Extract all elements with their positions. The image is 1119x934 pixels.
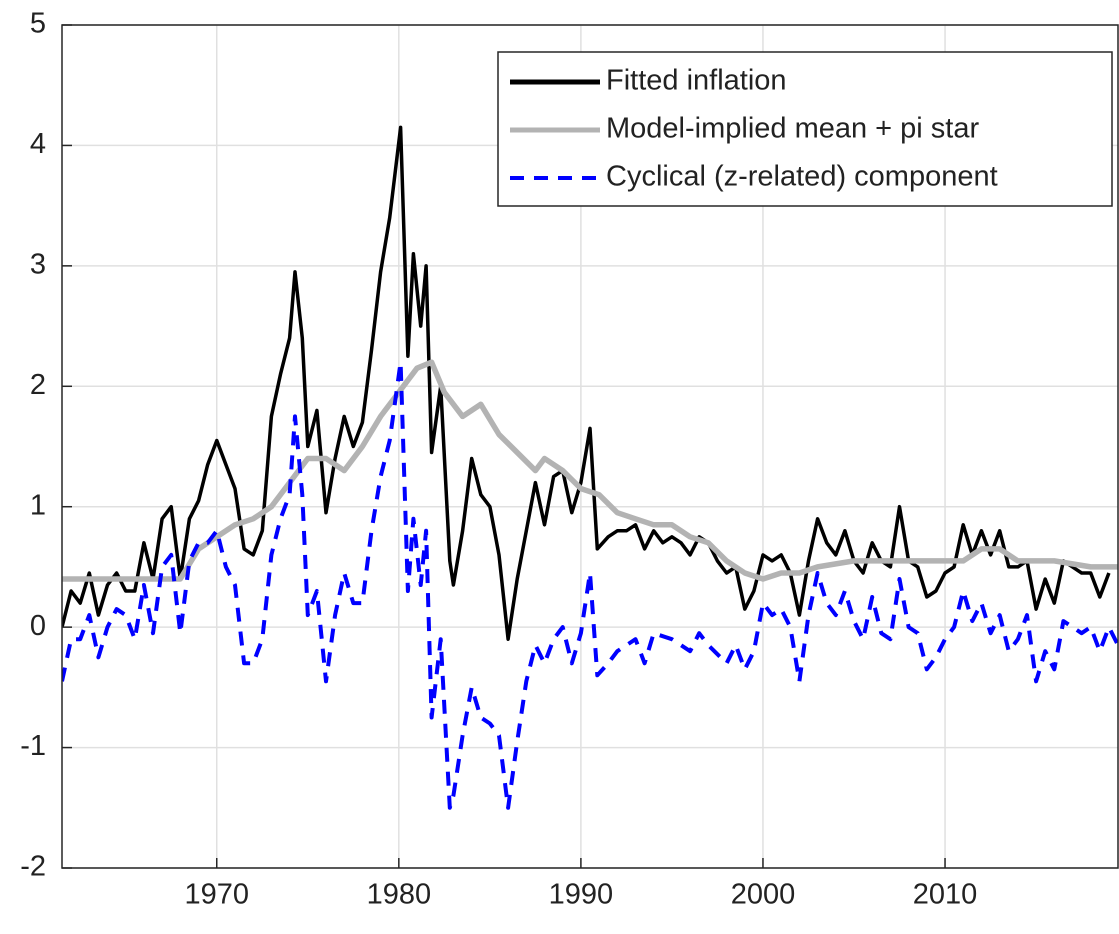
legend-label: Model-implied mean + pi star — [606, 113, 979, 145]
y-tick-label: 3 — [30, 249, 46, 281]
series-line — [62, 125, 1111, 641]
y-tick-label: 4 — [30, 128, 46, 160]
y-tick-label: -1 — [20, 730, 46, 762]
x-tick-label: 1970 — [185, 879, 250, 911]
legend-label: Fitted inflation — [606, 65, 787, 97]
plot-area — [62, 125, 1119, 810]
y-tick-label: 1 — [30, 489, 46, 521]
x-tick-label: 2000 — [731, 879, 796, 911]
x-tick-label: 1990 — [549, 879, 614, 911]
y-tick-label: 5 — [30, 8, 46, 40]
legend: Fitted inflation Model-implied mean + pi … — [497, 51, 1113, 207]
ticks: -2 -1 0 1 2 3 4 5 1970 1980 1990 2000 2010 — [20, 8, 977, 911]
legend-box — [497, 51, 1113, 207]
y-tick-label: 2 — [30, 369, 46, 401]
legend-label: Cyclical (z-related) component — [606, 161, 998, 193]
series-line — [62, 359, 1118, 582]
x-tick-label: 2010 — [913, 879, 978, 911]
axes-frame — [61, 24, 1119, 869]
x-tick-label: 1980 — [367, 879, 432, 911]
series-line — [62, 360, 1119, 810]
y-tick-label: 0 — [30, 610, 46, 642]
y-tick-label: -2 — [20, 851, 46, 883]
